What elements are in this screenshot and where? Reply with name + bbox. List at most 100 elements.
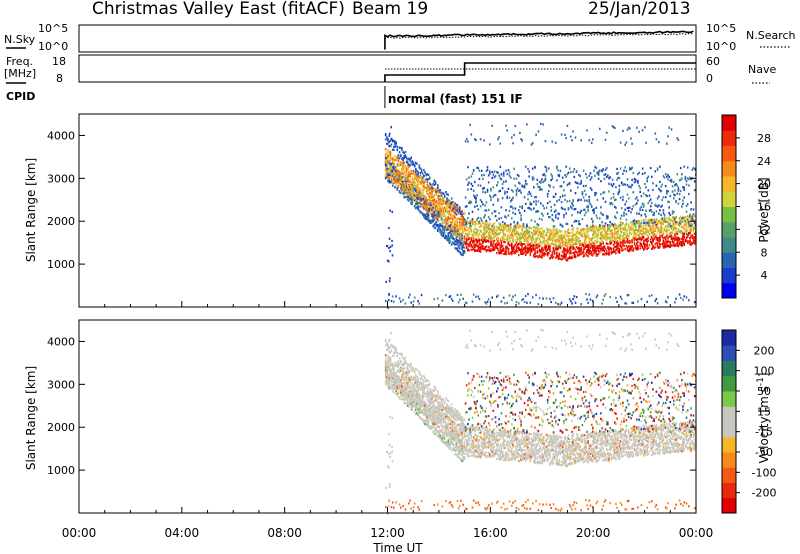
power-cell [585,173,587,176]
power-cell [437,184,439,187]
power-cell [674,220,676,223]
power-cell [430,197,432,200]
power-cell [397,154,400,157]
power-cell [489,194,491,197]
power-cell [677,238,680,241]
power-cell [462,220,464,223]
power-cell [416,179,418,183]
power-cell [580,180,582,183]
power-cell [580,243,582,246]
power-cell [496,225,498,228]
power-cell [453,232,455,235]
power-cell [434,217,437,220]
power-cell [582,250,585,253]
power-cell [534,232,536,235]
power-cell [483,227,485,230]
power-cell [463,221,466,224]
power-cell [428,204,431,207]
power-cell [648,209,651,212]
power-cell [669,225,672,228]
power-cell [642,242,645,245]
power-cell [624,241,626,244]
power-cell [616,172,618,175]
power-cell [416,203,418,206]
power-cell [683,196,685,199]
power-cell [493,246,496,249]
power-cell [446,193,448,196]
power-cell [467,234,469,237]
power-cell [642,192,645,195]
power-cell [449,224,452,227]
power-cell [448,238,451,241]
power-cell [639,238,641,241]
power-cell [413,163,416,167]
power-cell [521,139,523,142]
power-cell [596,229,599,232]
power-cell [396,176,399,180]
power-cell [543,236,545,239]
power-cell [423,184,425,187]
power-cell [612,226,615,229]
power-cell [575,227,578,230]
power-cell [581,193,584,196]
power-cell [405,183,408,186]
power-cell [505,224,507,227]
power-cell [586,230,588,233]
power-cell [461,236,463,239]
power-cell [450,236,453,239]
power-cell [602,298,604,301]
power-cell [415,192,417,195]
power-cell [434,193,437,196]
power-cell [441,234,444,237]
power-cell [615,216,617,219]
power-cell [537,231,540,234]
power-cell [460,225,462,228]
power-cell [523,209,526,212]
power-cell [666,175,668,178]
power-cell [610,252,613,255]
power-cell [639,223,641,226]
power-cell [602,191,604,194]
power-cell [619,167,622,170]
power-cell [543,239,545,242]
power-cell [534,230,536,233]
power-cell [418,187,421,190]
power-cell [556,251,558,254]
power-cell [437,211,439,214]
power-cell [557,244,559,248]
power-cell [548,235,550,238]
power-cell [398,174,401,177]
power-cell [408,186,410,189]
power-cell [552,243,555,247]
power-cell [589,178,592,181]
power-cell [594,174,596,177]
power-cell [653,247,655,250]
power-cell [428,193,431,196]
power-cell [674,237,676,240]
power-cell [582,248,585,251]
power-cell [384,160,387,163]
power-cell [660,214,662,217]
power-cell [516,187,519,190]
power-cell [519,242,521,245]
power-cell [487,208,490,212]
power-cell [463,235,466,238]
noise-left-label: N.Sky [4,33,36,46]
power-cell [571,243,573,246]
power-cell [449,226,452,230]
power-cell [522,298,525,301]
power-cell [604,233,607,236]
power-cell [499,165,502,168]
power-cell [636,242,638,245]
power-cell [462,246,464,249]
power-cell [386,161,388,164]
power-cell [518,232,520,235]
power-cell [534,220,536,223]
power-cell [593,211,595,215]
power-cell [415,200,417,203]
power-cell [568,248,571,251]
power-cell [497,199,499,202]
power-cell [485,209,488,212]
noise-right-label: N.Search [746,29,796,42]
power-cell [679,231,682,234]
